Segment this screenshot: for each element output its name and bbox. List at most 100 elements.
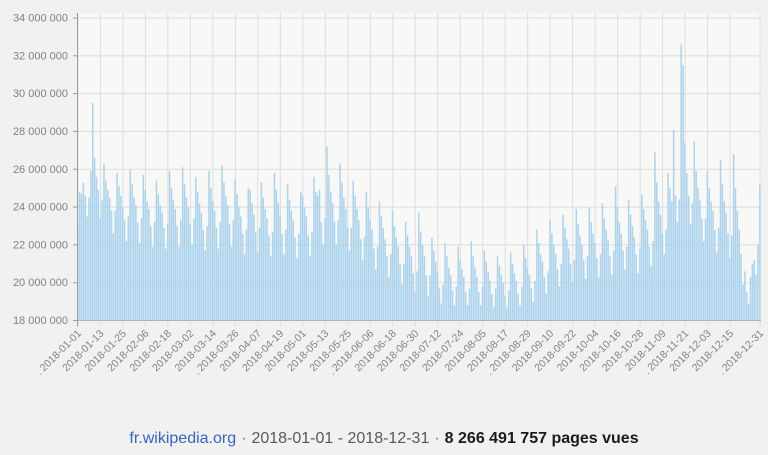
bar[interactable]	[573, 260, 576, 321]
bar[interactable]	[421, 244, 424, 321]
bar[interactable]	[434, 261, 437, 321]
bar[interactable]	[404, 222, 407, 321]
bar[interactable]	[234, 178, 236, 321]
bar[interactable]	[646, 229, 649, 321]
bar[interactable]	[172, 199, 175, 321]
bar[interactable]	[719, 159, 722, 321]
bar[interactable]	[716, 252, 718, 321]
bar[interactable]	[86, 216, 88, 321]
bar[interactable]	[328, 174, 330, 321]
bar[interactable]	[241, 233, 244, 321]
bar[interactable]	[511, 263, 514, 321]
bar[interactable]	[125, 241, 128, 321]
bar[interactable]	[352, 180, 354, 321]
bar[interactable]	[644, 220, 647, 321]
bar[interactable]	[695, 171, 697, 321]
bar[interactable]	[612, 250, 615, 321]
bar[interactable]	[506, 307, 508, 321]
bar[interactable]	[425, 275, 428, 321]
bar[interactable]	[489, 280, 491, 321]
bar[interactable]	[449, 275, 452, 321]
bar[interactable]	[669, 188, 671, 321]
bar[interactable]	[412, 273, 414, 321]
bar[interactable]	[181, 167, 184, 321]
bar[interactable]	[416, 271, 418, 321]
bar[interactable]	[663, 254, 666, 321]
bar[interactable]	[243, 254, 246, 321]
bar[interactable]	[697, 188, 699, 321]
bar[interactable]	[433, 250, 435, 321]
bar[interactable]	[208, 171, 210, 321]
bar[interactable]	[127, 216, 130, 321]
bar[interactable]	[584, 278, 587, 321]
bar[interactable]	[723, 201, 726, 321]
bar[interactable]	[178, 246, 180, 321]
bar[interactable]	[91, 103, 94, 321]
bar[interactable]	[260, 182, 263, 321]
bar[interactable]	[753, 260, 756, 321]
bar[interactable]	[672, 129, 675, 321]
bar[interactable]	[395, 237, 398, 321]
bar[interactable]	[121, 207, 124, 321]
bar[interactable]	[329, 191, 332, 321]
bar[interactable]	[97, 190, 100, 321]
bar[interactable]	[611, 275, 613, 321]
bar[interactable]	[180, 220, 182, 321]
bar[interactable]	[702, 241, 705, 321]
bar[interactable]	[344, 208, 347, 321]
bar[interactable]	[650, 265, 652, 321]
bar[interactable]	[200, 212, 203, 321]
bar[interactable]	[296, 258, 298, 321]
bar[interactable]	[528, 275, 531, 321]
bar[interactable]	[729, 258, 731, 321]
bar[interactable]	[103, 163, 105, 321]
bar[interactable]	[211, 201, 214, 321]
bar[interactable]	[348, 250, 351, 321]
bar[interactable]	[622, 250, 624, 321]
bar[interactable]	[410, 256, 413, 321]
bar[interactable]	[258, 227, 261, 321]
bar[interactable]	[586, 256, 589, 321]
bar[interactable]	[472, 256, 474, 321]
bar[interactable]	[592, 233, 594, 321]
bar[interactable]	[566, 239, 568, 321]
bar[interactable]	[581, 244, 583, 321]
bar[interactable]	[221, 165, 223, 321]
bar[interactable]	[536, 229, 538, 321]
bar[interactable]	[142, 174, 145, 321]
bar[interactable]	[388, 277, 390, 321]
bar[interactable]	[238, 207, 240, 321]
bar[interactable]	[725, 212, 727, 321]
bar[interactable]	[459, 260, 461, 321]
bar[interactable]	[213, 210, 216, 321]
bar[interactable]	[674, 195, 677, 321]
bar[interactable]	[738, 229, 741, 321]
bar[interactable]	[226, 205, 229, 321]
bar[interactable]	[614, 186, 617, 321]
bar[interactable]	[757, 244, 759, 321]
bar[interactable]	[217, 248, 220, 321]
bar[interactable]	[335, 244, 338, 321]
bar[interactable]	[166, 224, 169, 321]
bar[interactable]	[294, 237, 296, 321]
bar[interactable]	[326, 146, 328, 321]
bar[interactable]	[157, 193, 160, 321]
bar[interactable]	[337, 220, 339, 321]
bar[interactable]	[112, 233, 115, 321]
bar[interactable]	[189, 224, 191, 321]
bar[interactable]	[131, 184, 133, 321]
bar[interactable]	[539, 254, 542, 321]
bar[interactable]	[397, 246, 399, 321]
bar[interactable]	[80, 193, 83, 321]
bar[interactable]	[579, 235, 581, 321]
bar[interactable]	[457, 246, 459, 321]
bar[interactable]	[661, 233, 664, 321]
bar[interactable]	[384, 239, 386, 321]
bar[interactable]	[639, 248, 641, 321]
bar[interactable]	[129, 169, 131, 321]
bar[interactable]	[577, 224, 579, 321]
bar[interactable]	[376, 246, 379, 321]
bar[interactable]	[523, 244, 525, 321]
bar[interactable]	[378, 201, 381, 321]
bar[interactable]	[163, 227, 165, 321]
